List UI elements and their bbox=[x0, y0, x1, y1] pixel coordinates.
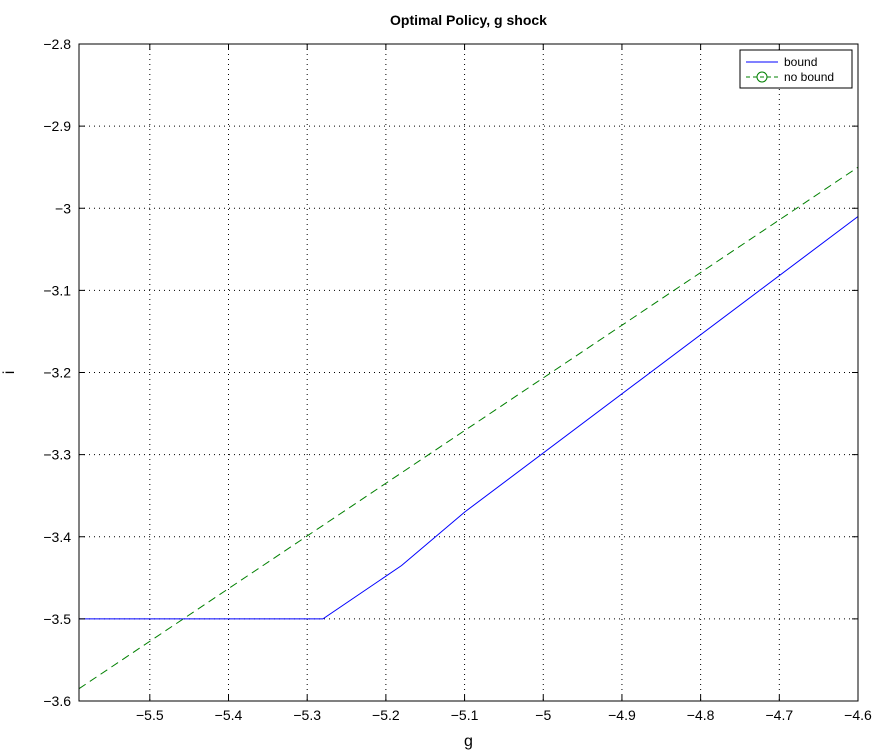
legend-box bbox=[739, 49, 853, 89]
series-layer bbox=[78, 166, 859, 690]
y-axis-label: i bbox=[1, 371, 18, 375]
y-tick-label: −3.5 bbox=[43, 611, 71, 627]
chart-title: Optimal Policy, g shock bbox=[390, 12, 547, 28]
x-tick-label: −4.7 bbox=[765, 707, 793, 723]
y-tick-label: −3.2 bbox=[43, 365, 71, 381]
legend-label: bound bbox=[784, 55, 817, 69]
x-tick-label: −5.4 bbox=[215, 707, 243, 723]
x-tick-label: −5.5 bbox=[136, 707, 164, 723]
x-tick-label: −5 bbox=[535, 707, 551, 723]
series-line-bound bbox=[79, 216, 859, 620]
plot-area bbox=[79, 44, 858, 701]
ticks: −5.5 −5.4 −5.3 −5.2 −5.1 −5 −4.9 −4.8 −4.7 −4.6 −3… bbox=[43, 36, 872, 723]
y-tick-label: −3.3 bbox=[43, 447, 71, 463]
legend-marker-circle bbox=[756, 71, 768, 83]
y-tick-label: −2.8 bbox=[43, 36, 71, 52]
y-tick-label: −3 bbox=[55, 200, 71, 216]
y-tick-label: −3.4 bbox=[43, 529, 71, 545]
legend-label: no bound bbox=[784, 70, 834, 84]
series-line-no-bound bbox=[78, 166, 859, 690]
y-tick-label: −3.6 bbox=[43, 693, 71, 709]
x-tick-label: −5.1 bbox=[451, 707, 479, 723]
y-tick-label: −3.1 bbox=[43, 282, 71, 298]
x-tick-label: −5.3 bbox=[293, 707, 321, 723]
x-tick-label: −5.2 bbox=[372, 707, 400, 723]
x-tick-label: −4.6 bbox=[844, 707, 872, 723]
x-axis-label: g bbox=[464, 733, 473, 750]
x-tick-label: −4.8 bbox=[687, 707, 715, 723]
y-tick-label: −2.9 bbox=[43, 118, 71, 134]
x-tick-label: −4.9 bbox=[608, 707, 636, 723]
